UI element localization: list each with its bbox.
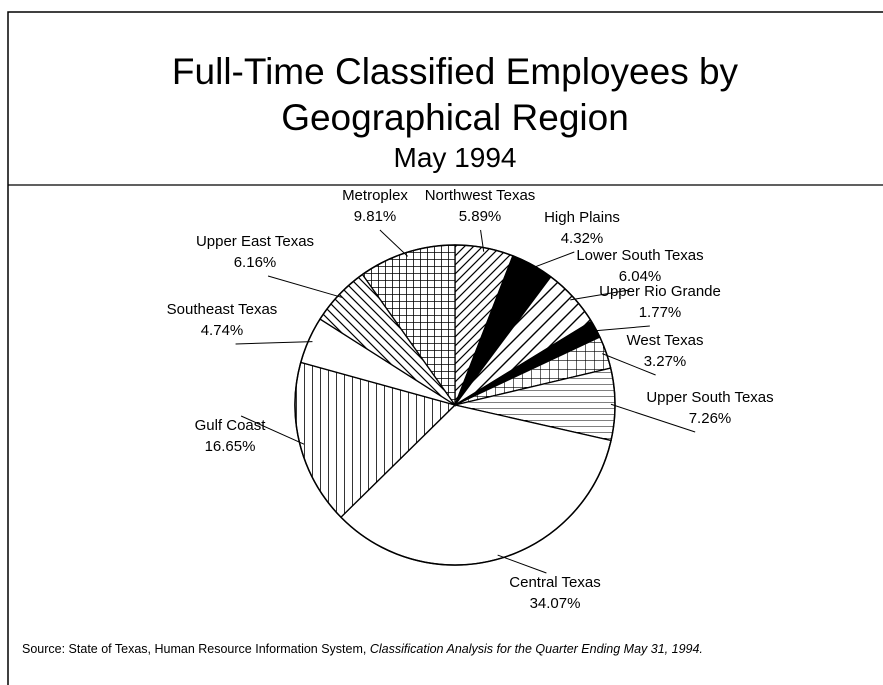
leader-line xyxy=(267,275,343,298)
slice-label: Metroplex xyxy=(342,187,408,204)
value-label: 3.27% xyxy=(644,353,687,370)
leader-line xyxy=(497,554,547,574)
value-label: 9.81% xyxy=(354,208,397,225)
source: Source: State of Texas, Human Resource I… xyxy=(22,642,370,656)
value-label: 34.07% xyxy=(530,595,581,612)
value-label: 5.89% xyxy=(459,208,502,225)
slice-label: Gulf Coast xyxy=(195,417,267,434)
value-label: 7.26% xyxy=(689,410,732,427)
value-label: 4.32% xyxy=(561,230,604,247)
value-label: 6.04% xyxy=(619,268,662,285)
slice-label: Upper South Texas xyxy=(646,389,773,406)
pie-outline xyxy=(294,244,616,566)
slice-label: Lower South Texas xyxy=(576,247,703,264)
slice-label: Central Texas xyxy=(509,574,600,591)
leader-line xyxy=(530,251,575,270)
leader-line xyxy=(610,403,696,433)
value-label: 1.77% xyxy=(639,304,682,321)
value-label: 6.16% xyxy=(234,254,277,271)
leader-line xyxy=(592,325,650,332)
chart-title: Full-Time Classified Employees by xyxy=(172,51,739,92)
slice-label: Upper East Texas xyxy=(196,233,314,250)
slice-label: High Plains xyxy=(544,209,620,226)
leader-line xyxy=(602,353,656,376)
source-title: Classification Analysis for the Quarter … xyxy=(369,642,703,656)
pie xyxy=(235,229,696,574)
value-label: 4.74% xyxy=(201,322,244,339)
slice-label: Southeast Texas xyxy=(167,301,278,318)
leader-line xyxy=(235,341,313,345)
leader-line xyxy=(379,229,409,257)
value-label: 16.65% xyxy=(205,438,256,455)
slice-label: Upper Rio Grande xyxy=(599,283,721,300)
chart-title: Geographical Region xyxy=(281,97,629,138)
leader-line xyxy=(240,415,305,445)
chart-subtitle: May 1994 xyxy=(394,142,517,173)
slice-label: Northwest Texas xyxy=(425,187,536,204)
frame xyxy=(7,11,883,685)
leader-line xyxy=(570,289,630,301)
slice-label: West Texas xyxy=(627,332,704,349)
source-note: Source: State of Texas, Human Resource I… xyxy=(22,640,782,659)
